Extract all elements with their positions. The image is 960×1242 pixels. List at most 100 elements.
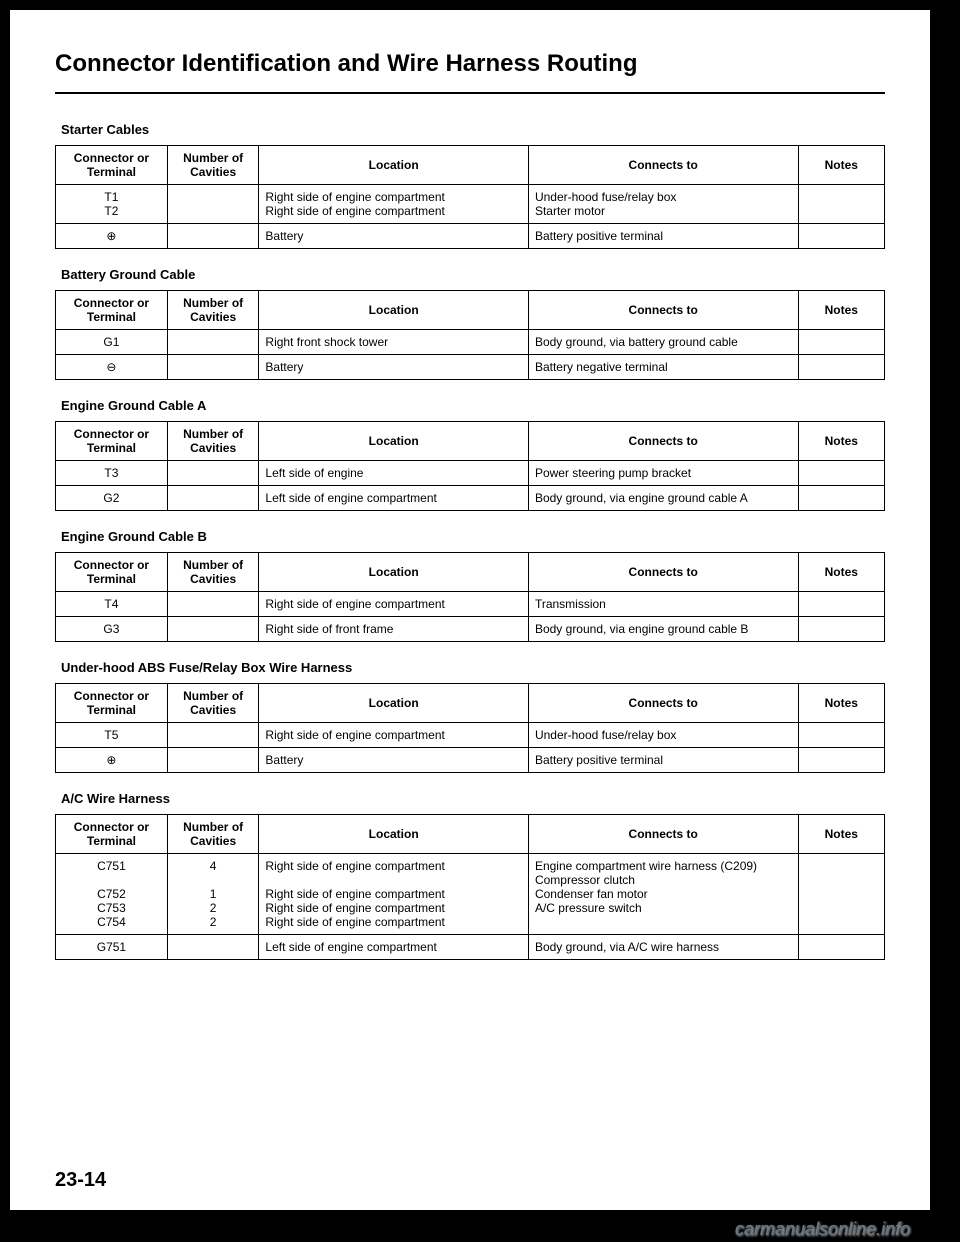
table-cell — [167, 935, 259, 960]
table-cell — [167, 592, 259, 617]
table-cell — [798, 355, 885, 380]
table-cell — [167, 355, 259, 380]
table-cell: Battery negative terminal — [528, 355, 798, 380]
section-title: A/C Wire Harness — [61, 791, 885, 806]
section-title: Starter Cables — [61, 122, 885, 137]
table-cell: G1 — [56, 330, 168, 355]
table-cell: Right side of engine compartment Right s… — [259, 854, 529, 935]
table-cell — [798, 592, 885, 617]
table-cell: Right side of front frame — [259, 617, 529, 642]
table-row: ⊖BatteryBattery negative terminal — [56, 355, 885, 380]
table-cell: ⊕ — [56, 224, 168, 249]
table-cell: G751 — [56, 935, 168, 960]
table-cell: Under-hood fuse/relay box Starter motor — [528, 185, 798, 224]
manual-page: Connector Identification and Wire Harnes… — [10, 10, 930, 1210]
column-header: Notes — [798, 422, 885, 461]
table-cell: Battery — [259, 748, 529, 773]
table-cell: T5 — [56, 723, 168, 748]
section-title: Engine Ground Cable A — [61, 398, 885, 413]
watermark: carmanualsonline.info — [735, 1219, 910, 1240]
table-cell: Body ground, via engine ground cable B — [528, 617, 798, 642]
binder-tab-marks — [930, 0, 960, 1242]
tab-notch — [930, 115, 960, 170]
column-header: Connector or Terminal — [56, 684, 168, 723]
table-row: G1 Right front shock towerBody ground, vi… — [56, 330, 885, 355]
column-header: Number of Cavities — [167, 146, 259, 185]
table-cell: Right side of engine compartment — [259, 723, 529, 748]
table-cell: T3 — [56, 461, 168, 486]
table-cell: Right side of engine compartment — [259, 592, 529, 617]
table-cell: Right front shock tower — [259, 330, 529, 355]
table-row: T1 T2 Right side of engine compartment Ri… — [56, 185, 885, 224]
table-cell: T1 T2 — [56, 185, 168, 224]
table-cell: Battery — [259, 224, 529, 249]
table-row: T5Right side of engine compartmentUnder-… — [56, 723, 885, 748]
column-header: Location — [259, 684, 529, 723]
table-row: G3 Right side of front frameBody ground, … — [56, 617, 885, 642]
table-cell: ⊖ — [56, 355, 168, 380]
section-title: Battery Ground Cable — [61, 267, 885, 282]
table-row: C751 C752 C753 C7544 1 2 2Right side of … — [56, 854, 885, 935]
table-cell — [798, 486, 885, 511]
section-title: Engine Ground Cable B — [61, 529, 885, 544]
table-cell — [798, 854, 885, 935]
connector-table: Connector or TerminalNumber of CavitiesL… — [55, 421, 885, 511]
column-header: Location — [259, 422, 529, 461]
column-header: Notes — [798, 146, 885, 185]
page-title: Connector Identification and Wire Harnes… — [55, 50, 885, 78]
column-header: Notes — [798, 553, 885, 592]
column-header: Connects to — [528, 422, 798, 461]
column-header: Connects to — [528, 684, 798, 723]
table-cell: G2 — [56, 486, 168, 511]
table-row: G751Left side of engine compartmentBody … — [56, 935, 885, 960]
title-divider — [55, 92, 885, 94]
table-row: T4 Right side of engine compartmentTransm… — [56, 592, 885, 617]
connector-table: Connector or TerminalNumber of CavitiesL… — [55, 290, 885, 380]
table-cell: C751 C752 C753 C754 — [56, 854, 168, 935]
column-header: Connects to — [528, 553, 798, 592]
table-cell — [798, 461, 885, 486]
column-header: Number of Cavities — [167, 815, 259, 854]
column-header: Connector or Terminal — [56, 815, 168, 854]
tab-notch — [930, 605, 960, 660]
table-cell — [167, 486, 259, 511]
table-cell — [798, 185, 885, 224]
table-cell — [167, 748, 259, 773]
column-header: Location — [259, 553, 529, 592]
column-header: Location — [259, 146, 529, 185]
column-header: Notes — [798, 815, 885, 854]
connector-table: Connector or TerminalNumber of CavitiesL… — [55, 145, 885, 249]
table-cell — [798, 330, 885, 355]
table-row: T3Left side of enginePower steering pump… — [56, 461, 885, 486]
connector-table: Connector or TerminalNumber of CavitiesL… — [55, 552, 885, 642]
column-header: Connector or Terminal — [56, 422, 168, 461]
table-cell: Transmission — [528, 592, 798, 617]
table-row: ⊕ BatteryBattery positive terminal — [56, 224, 885, 249]
table-cell: T4 — [56, 592, 168, 617]
table-cell — [798, 224, 885, 249]
connector-table: Connector or TerminalNumber of CavitiesL… — [55, 814, 885, 960]
table-cell: Body ground, via engine ground cable A — [528, 486, 798, 511]
table-cell — [167, 330, 259, 355]
table-cell — [167, 617, 259, 642]
table-cell — [798, 617, 885, 642]
table-cell: Left side of engine compartment — [259, 935, 529, 960]
table-cell — [798, 723, 885, 748]
table-cell — [167, 224, 259, 249]
column-header: Notes — [798, 684, 885, 723]
column-header: Number of Cavities — [167, 422, 259, 461]
connector-table: Connector or TerminalNumber of CavitiesL… — [55, 683, 885, 773]
table-cell: Power steering pump bracket — [528, 461, 798, 486]
table-cell: Engine compartment wire harness (C209) C… — [528, 854, 798, 935]
column-header: Number of Cavities — [167, 553, 259, 592]
table-cell: Right side of engine compartment Right s… — [259, 185, 529, 224]
table-cell: Battery positive terminal — [528, 224, 798, 249]
section-title: Under-hood ABS Fuse/Relay Box Wire Harne… — [61, 660, 885, 675]
column-header: Location — [259, 815, 529, 854]
table-cell: G3 — [56, 617, 168, 642]
table-cell: Body ground, via battery ground cable — [528, 330, 798, 355]
table-cell: Left side of engine compartment — [259, 486, 529, 511]
tab-notch — [930, 1095, 960, 1150]
column-header: Connects to — [528, 146, 798, 185]
table-cell — [798, 748, 885, 773]
